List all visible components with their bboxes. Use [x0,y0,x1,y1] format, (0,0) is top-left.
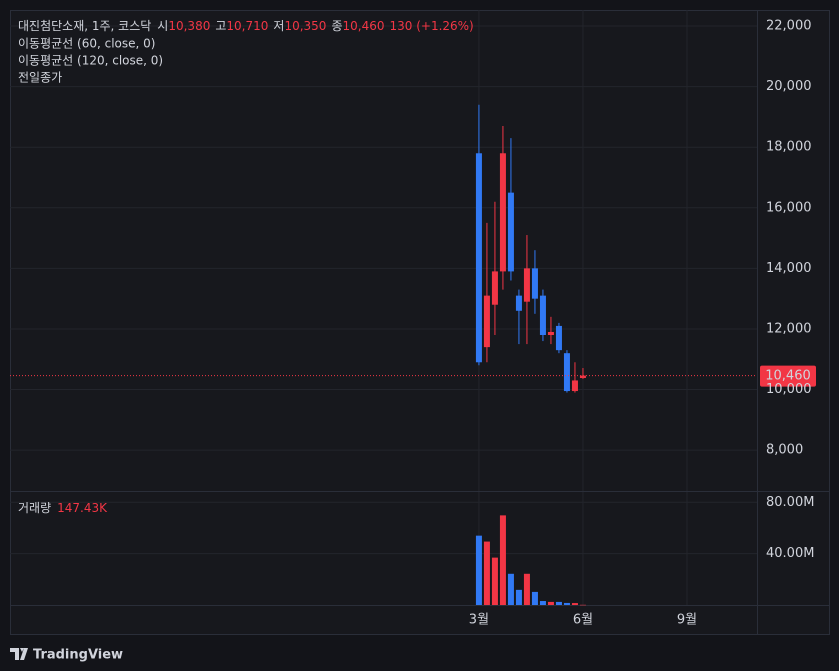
candle-body [555,325,562,351]
volume-bar [515,589,522,605]
ohlc-label: 저 [273,19,284,33]
candle-body [491,271,498,305]
volume-bar [531,591,538,605]
y-tick-label: 16,000 [766,200,812,215]
y-tick-label: 18,000 [766,140,812,155]
candle-body [531,268,538,299]
symbol-header: 대진첨단소재, 1주, 코스닥 시10,380 고10,710 저10,350 종10,… [18,19,474,33]
volume-bar [507,573,514,605]
volume-bar [523,573,530,605]
volume-bar [555,601,562,605]
marks [10,104,816,606]
ohlc-label: 시 [157,19,168,33]
ohlc-value: 10,460 [342,19,384,33]
candle-body [499,153,506,272]
volume-bar [547,601,554,605]
volume-value: 147.43K [57,501,108,515]
last-price-box [760,365,816,387]
y-tick-label: 10,000 [766,382,812,397]
y-tick-label: 14,000 [766,261,812,276]
y-tick-label: 8,000 [766,443,803,458]
last-price-label: 10,460 [765,369,811,384]
change: 130 (+1.26%) [389,19,473,33]
labels: 대진첨단소재, 1주, 코스닥 시10,380 고10,710 저10,350 종10,… [18,19,814,628]
indicator: 이동평균선 (120, close, 0) [18,54,163,68]
y-tick-label: 20,000 [766,79,812,94]
volume-bar [571,603,578,605]
volume-bar [499,515,506,605]
volume-bar [475,535,482,605]
candle-body [579,375,586,379]
ohlc-value: 10,350 [284,19,326,33]
chart-frame [10,10,830,635]
candle-body [571,380,578,392]
brand: TradingView [10,648,123,663]
x-tick-label: 3월 [469,613,489,628]
ohlc-value: 10,380 [168,19,210,33]
volume-bar [483,541,490,605]
volume-bar [563,602,570,605]
y-tick-label: 12,000 [766,321,812,336]
volume-bar [539,601,546,605]
ohlc-value: 10,710 [226,19,268,33]
candle-body [515,295,522,311]
candle-body [483,295,490,348]
candle-body [523,268,530,302]
brand-logo [10,648,28,660]
x-tick-label: 9월 [677,613,697,628]
indicator: 이동평균선 (60, close, 0) [18,37,155,51]
volume-tick-label: 40.00M [766,546,814,561]
indicator: 전일종가 [18,71,62,85]
volume-title: 거래량 147.43K [18,501,108,515]
volume-bar [491,557,498,605]
volume-label: 거래량 [18,501,51,515]
symbol: 대진첨단소재, 1주, 코스닥 [18,19,151,33]
y-tick-label: 22,000 [766,19,812,34]
volume-tick-label: 80.00M [766,495,814,510]
candle-body [507,192,514,272]
brand-name: TradingView [33,648,123,663]
x-tick-label: 6월 [573,613,593,628]
candle-body [475,153,482,363]
candle-body [547,331,554,336]
ohlc-label: 종 [331,19,342,33]
ohlc-label: 고 [215,19,226,33]
candle-body [539,295,546,336]
candle-body [563,353,570,392]
volume-bar [579,604,586,606]
